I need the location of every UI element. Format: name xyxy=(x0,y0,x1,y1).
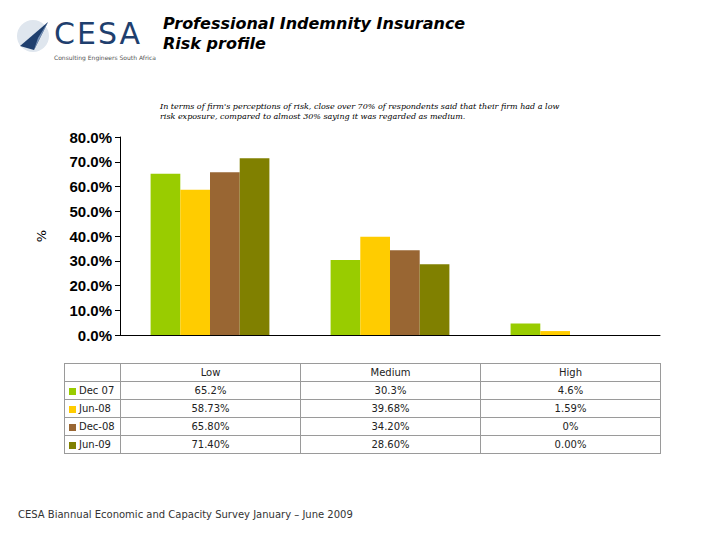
html-text:Jun-09: Jun-09 xyxy=(79,439,111,450)
html-text:Jun-08: Jun-08 xyxy=(79,403,111,414)
html-text:Dec 07: Dec 07 xyxy=(79,385,115,396)
svg-text:0.0%: 0.0% xyxy=(78,327,112,344)
html-text:71.40%: 71.40% xyxy=(191,439,230,450)
html-text:High: High xyxy=(559,367,582,378)
html-text:Medium: Medium xyxy=(370,367,411,378)
html-text:0%: 0% xyxy=(562,421,579,432)
html-text:28.60%: 28.60% xyxy=(371,439,410,450)
html-text:Dec-08: Dec-08 xyxy=(79,421,115,432)
svg-text:60.0%: 60.0% xyxy=(69,178,112,195)
html-text:Professional Indemnity Insuran: Professional Indemnity Insurance Risk pr… xyxy=(163,14,466,53)
svg-text:70.0%: 70.0% xyxy=(69,153,112,170)
html-text:Low: Low xyxy=(200,367,221,378)
html-text:39.68%: 39.68% xyxy=(371,403,410,414)
svg-text:30.0%: 30.0% xyxy=(69,252,112,269)
html-text:CESA: CESA xyxy=(54,16,142,51)
html-text:34.20%: 34.20% xyxy=(371,421,410,432)
html-text:In terms of firm's perceptions: In terms of firm's perceptions of risk, … xyxy=(160,102,560,121)
html-text:65.2%: 65.2% xyxy=(194,385,227,396)
html-text:1.59%: 1.59% xyxy=(554,403,587,414)
html-text:30.3%: 30.3% xyxy=(374,385,407,396)
svg-text:40.0%: 40.0% xyxy=(69,228,112,245)
svg-text:%: % xyxy=(34,230,49,242)
svg-text:50.0%: 50.0% xyxy=(69,203,112,220)
html-text:CESA Biannual Economic and Cap: CESA Biannual Economic and Capacity Surv… xyxy=(18,509,353,520)
html-text:58.73%: 58.73% xyxy=(191,403,230,414)
svg-text:80.0%: 80.0% xyxy=(69,129,112,146)
html-text:65.80%: 65.80% xyxy=(191,421,230,432)
html-text:4.6%: 4.6% xyxy=(557,385,584,396)
html-text:0.00%: 0.00% xyxy=(554,439,587,450)
svg-text:10.0%: 10.0% xyxy=(69,302,112,319)
svg-text:20.0%: 20.0% xyxy=(69,277,112,294)
html-text:Consulting Engineers South Afr: Consulting Engineers South Africa xyxy=(54,54,156,61)
